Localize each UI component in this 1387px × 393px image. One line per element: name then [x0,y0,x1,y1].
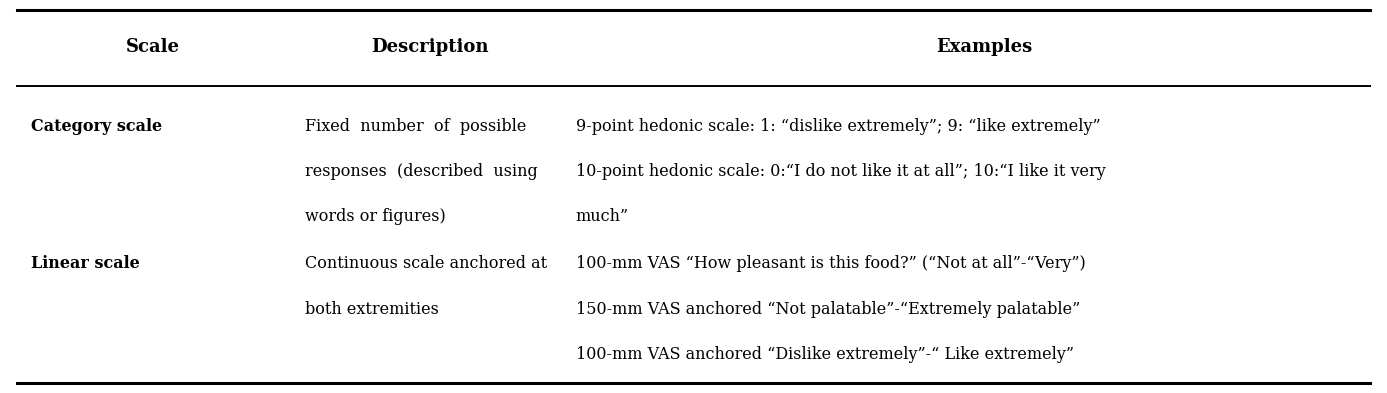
Text: Fixed  number  of  possible: Fixed number of possible [305,118,527,135]
Text: Examples: Examples [936,38,1033,56]
Text: Category scale: Category scale [31,118,162,135]
Text: words or figures): words or figures) [305,208,445,225]
Text: 10-point hedonic scale: 0:“I do not like it at all”; 10:“I like it very: 10-point hedonic scale: 0:“I do not like… [576,163,1105,180]
Text: Scale: Scale [126,38,179,56]
Text: 9-point hedonic scale: 1: “dislike extremely”; 9: “like extremely”: 9-point hedonic scale: 1: “dislike extre… [576,118,1100,135]
Text: Description: Description [372,38,488,56]
Text: 150-mm VAS anchored “Not palatable”-“Extremely palatable”: 150-mm VAS anchored “Not palatable”-“Ext… [576,301,1080,318]
Text: 100-mm VAS “How pleasant is this food?” (“Not at all”-“Very”): 100-mm VAS “How pleasant is this food?” … [576,255,1086,272]
Text: responses  (described  using: responses (described using [305,163,538,180]
Text: much”: much” [576,208,628,225]
Text: 100-mm VAS anchored “Dislike extremely”-“ Like extremely”: 100-mm VAS anchored “Dislike extremely”-… [576,346,1074,363]
Text: both extremities: both extremities [305,301,440,318]
Text: Continuous scale anchored at: Continuous scale anchored at [305,255,548,272]
Text: Linear scale: Linear scale [31,255,139,272]
